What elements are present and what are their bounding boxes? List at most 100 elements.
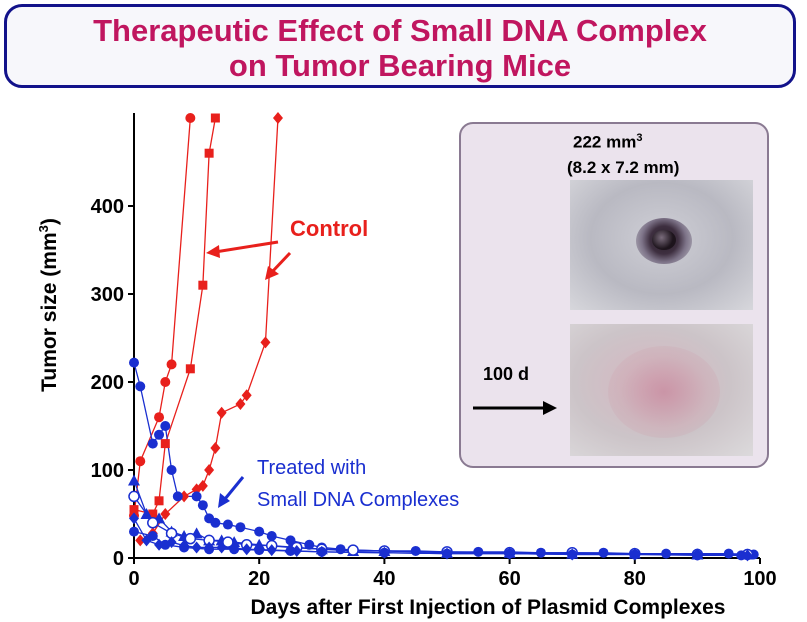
data-point-treated (229, 544, 240, 555)
data-point-treated (166, 465, 177, 475)
data-point-treated (567, 549, 578, 560)
data-point-control (235, 398, 246, 410)
data-point-control (216, 406, 227, 419)
data-point-control (129, 505, 139, 515)
data-point-treated (442, 548, 452, 559)
data-point-treated (222, 536, 234, 548)
data-point-treated (504, 548, 515, 559)
inset-tumor-dims: (8.2 x 7.2 mm) (567, 158, 680, 177)
title-line-1: Therapeutic Effect of Small DNA Complex (93, 13, 707, 48)
inset-size-value: 222 mm (573, 132, 637, 152)
y-axis-label-end: ) (38, 218, 61, 225)
y-tick-label: 300 (91, 284, 124, 306)
x-tick-label: 80 (624, 568, 646, 590)
data-point-treated (723, 548, 734, 559)
tumor-lesion-core (652, 230, 676, 250)
data-point-treated (160, 421, 171, 431)
data-point-control (197, 479, 208, 492)
series-line-control (133, 117, 191, 516)
data-point-treated (410, 545, 421, 556)
y-tick-label: 0 (113, 548, 124, 570)
data-point-treated (147, 517, 159, 529)
treated-annotation-line1: Treated with (257, 457, 366, 479)
data-point-treated (629, 549, 640, 560)
data-point-control (135, 456, 146, 467)
data-point-treated (147, 531, 158, 541)
data-point-treated (266, 531, 277, 541)
y-tick-label: 400 (91, 196, 124, 218)
data-point-treated (147, 438, 158, 449)
data-point-treated (135, 381, 146, 392)
control-arrow-2 (265, 251, 292, 280)
data-point-treated (598, 547, 609, 558)
y-tick-label: 100 (91, 460, 124, 482)
control-annotation: Control (290, 216, 368, 241)
data-point-control (135, 534, 146, 547)
data-point-treated (285, 545, 296, 556)
data-point-control (154, 412, 165, 423)
data-point-treated (254, 526, 265, 537)
data-point-control (210, 442, 221, 454)
healed-area (608, 346, 720, 438)
data-point-treated (335, 544, 346, 555)
data-point-treated (210, 517, 221, 528)
x-tick-label: 0 (128, 568, 139, 590)
data-point-control (148, 509, 158, 519)
data-point-control (154, 496, 164, 506)
data-point-treated (128, 490, 140, 503)
data-point-treated (154, 429, 165, 440)
treated-annotation-line2: Small DNA Complexes (257, 489, 459, 511)
data-point-treated (379, 547, 390, 558)
y-tick-label: 200 (91, 372, 124, 394)
inset-tumor-size: 222 mm3 (573, 132, 642, 153)
data-point-treated (736, 550, 747, 561)
title-line-2: on Tumor Bearing Mice (228, 48, 572, 83)
data-point-treated (285, 535, 296, 546)
data-point-treated (535, 547, 546, 558)
data-point-treated (191, 541, 202, 554)
data-point-control (160, 508, 171, 520)
data-point-control (272, 112, 283, 124)
title-box: Therapeutic Effect of Small DNA Complex … (4, 4, 796, 88)
data-point-treated (129, 526, 139, 537)
data-point-treated (191, 491, 202, 502)
data-point-treated (222, 519, 233, 530)
data-point-control (185, 364, 195, 374)
data-point-treated (216, 541, 227, 554)
y-axis-label-main: Tumor size (mm (38, 232, 61, 391)
y-axis-label-sup: 3 (36, 225, 51, 232)
data-point-control (198, 280, 208, 290)
y-axis-label: Tumor size (mm3) (36, 218, 61, 392)
data-point-treated (179, 542, 190, 553)
series-markers (128, 112, 759, 562)
photo-tumor-after-100d (570, 324, 753, 456)
data-point-treated (692, 550, 703, 561)
data-point-treated (140, 508, 153, 519)
data-point-treated (129, 357, 139, 368)
x-tick-label: 60 (498, 568, 520, 590)
data-point-control (204, 148, 214, 158)
data-point-treated (172, 491, 183, 502)
inset-day-label: 100 d (483, 364, 530, 384)
data-point-control (210, 113, 220, 123)
data-point-control (185, 113, 196, 123)
data-point-control (204, 464, 215, 476)
data-point-treated (128, 474, 140, 486)
data-point-treated (473, 546, 484, 557)
data-point-treated (316, 546, 327, 557)
x-tick-label: 40 (373, 568, 395, 590)
data-point-treated (197, 500, 208, 511)
data-point-treated (304, 539, 315, 550)
treated-arrow (218, 476, 245, 508)
data-point-treated (204, 544, 215, 555)
data-point-treated (266, 544, 277, 557)
data-point-treated (254, 545, 265, 556)
control-arrow-1 (206, 240, 279, 258)
data-point-treated (160, 539, 171, 550)
data-point-treated (184, 532, 197, 545)
chart-ticks: 0 20 40 60 80 100 0 100 200 300 400 (91, 196, 777, 590)
data-point-treated (129, 512, 139, 525)
x-tick-label: 100 (743, 568, 776, 590)
data-point-control (160, 439, 170, 449)
